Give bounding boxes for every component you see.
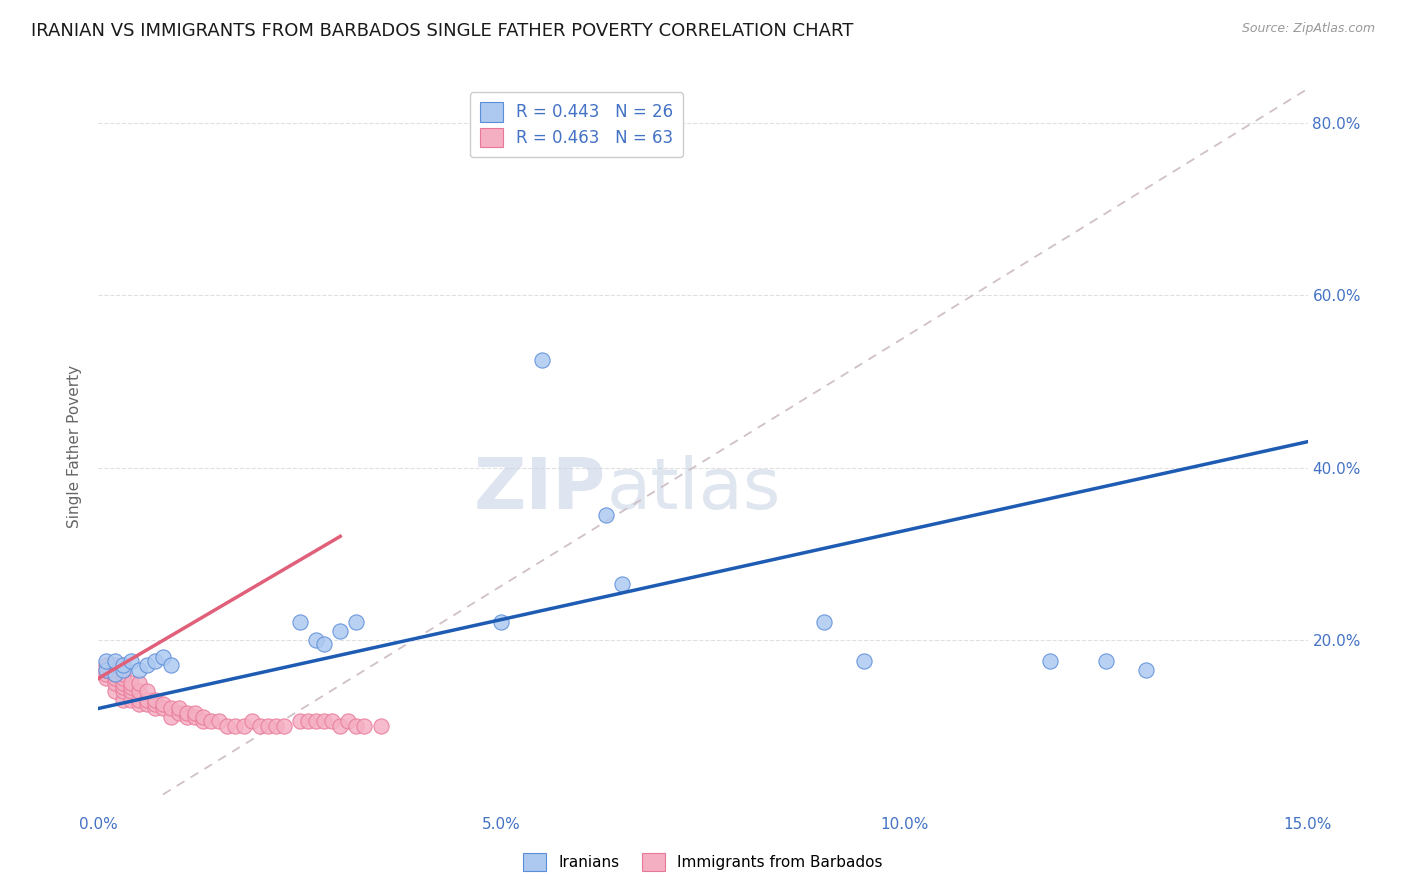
Point [111, 675, 134, 690]
Text: Source: ZipAtlas.com: Source: ZipAtlas.com [1241, 22, 1375, 36]
Point [329, 624, 352, 638]
Point [96, 671, 118, 685]
Point [1039, 654, 1062, 668]
Point [128, 693, 150, 707]
Point [813, 615, 835, 630]
Point [297, 714, 319, 729]
Point [249, 719, 271, 733]
Point [96, 658, 118, 673]
Point [103, 684, 125, 698]
Point [612, 576, 634, 591]
Point [288, 714, 311, 729]
Point [176, 710, 198, 724]
Point [111, 658, 134, 673]
Point [305, 714, 328, 729]
Point [103, 654, 125, 668]
Text: ZIP: ZIP [474, 456, 606, 524]
Point [103, 675, 125, 690]
Y-axis label: Single Father Poverty: Single Father Poverty [67, 365, 83, 527]
Point [264, 719, 287, 733]
Point [128, 684, 150, 698]
Point [305, 632, 328, 647]
Point [103, 667, 125, 681]
Point [152, 701, 174, 715]
Point [152, 649, 174, 664]
Point [111, 667, 134, 681]
Point [96, 654, 118, 668]
Point [184, 710, 207, 724]
Point [1095, 654, 1118, 668]
Text: IRANIAN VS IMMIGRANTS FROM BARBADOS SINGLE FATHER POVERTY CORRELATION CHART: IRANIAN VS IMMIGRANTS FROM BARBADOS SING… [31, 22, 853, 40]
Point [167, 706, 190, 720]
Point [120, 654, 142, 668]
Point [344, 719, 367, 733]
Point [160, 701, 183, 715]
Point [217, 719, 239, 733]
Point [111, 684, 134, 698]
Point [314, 637, 336, 651]
Point [200, 714, 222, 729]
Point [128, 675, 150, 690]
Point [530, 353, 553, 368]
Point [143, 701, 166, 715]
Point [135, 684, 157, 698]
Point [176, 706, 198, 720]
Point [232, 719, 254, 733]
Point [370, 719, 392, 733]
Point [152, 697, 174, 711]
Point [256, 719, 278, 733]
Point [193, 714, 215, 729]
Point [143, 654, 166, 668]
Point [135, 697, 157, 711]
Point [314, 714, 336, 729]
Point [111, 658, 134, 673]
Point [337, 714, 360, 729]
Point [143, 693, 166, 707]
Point [103, 667, 125, 681]
Point [96, 663, 118, 677]
Point [208, 714, 231, 729]
Point [1135, 663, 1157, 677]
Legend: R = 0.443   N = 26, R = 0.463   N = 63: R = 0.443 N = 26, R = 0.463 N = 63 [470, 92, 683, 157]
Point [96, 667, 118, 681]
Point [321, 714, 343, 729]
Point [128, 697, 150, 711]
Point [595, 508, 617, 522]
Point [288, 615, 311, 630]
Point [184, 706, 207, 720]
Point [120, 680, 142, 694]
Point [240, 714, 263, 729]
Point [224, 719, 246, 733]
Text: atlas: atlas [606, 456, 780, 524]
Point [167, 701, 190, 715]
Point [103, 663, 125, 677]
Point [103, 671, 125, 685]
Point [128, 663, 150, 677]
Point [120, 675, 142, 690]
Point [273, 719, 295, 733]
Point [143, 697, 166, 711]
Point [853, 654, 876, 668]
Legend: Iranians, Immigrants from Barbados: Iranians, Immigrants from Barbados [517, 847, 889, 877]
Point [329, 719, 352, 733]
Point [353, 719, 375, 733]
Point [344, 615, 367, 630]
Point [135, 693, 157, 707]
Point [111, 680, 134, 694]
Point [135, 658, 157, 673]
Point [160, 658, 183, 673]
Point [491, 615, 513, 630]
Point [193, 710, 215, 724]
Point [103, 658, 125, 673]
Point [96, 663, 118, 677]
Point [111, 663, 134, 677]
Point [120, 693, 142, 707]
Point [160, 710, 183, 724]
Point [120, 684, 142, 698]
Point [111, 693, 134, 707]
Point [111, 671, 134, 685]
